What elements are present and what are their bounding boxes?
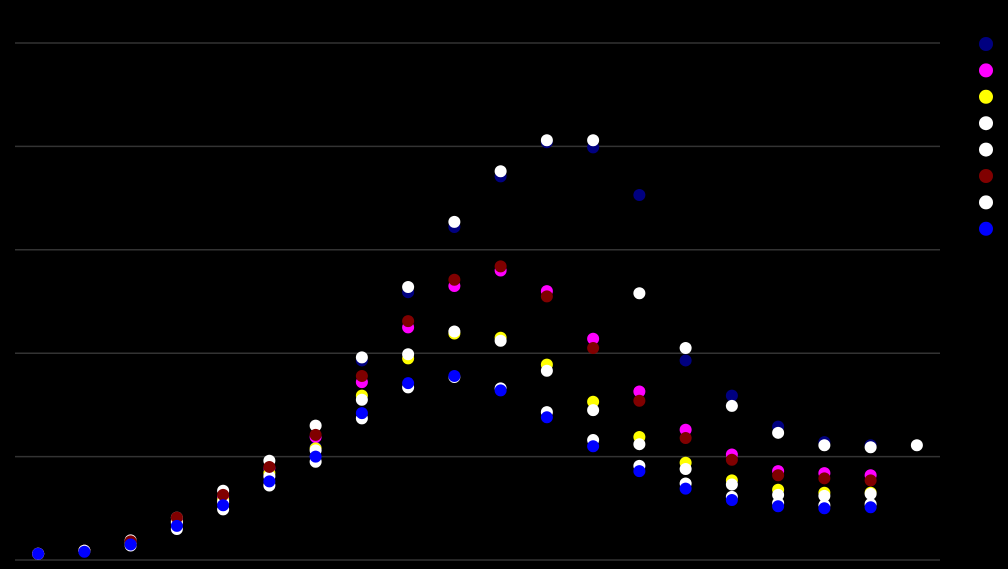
point [587,134,600,147]
point [633,438,646,451]
point [633,287,646,300]
point [402,315,415,328]
point [540,364,553,377]
point [448,273,461,286]
legend-marker [979,89,993,104]
point [633,385,646,398]
legend-marker [979,195,993,210]
point [402,377,415,390]
point [217,499,230,512]
point [355,407,368,420]
point [263,475,276,488]
point [78,545,91,558]
legend-marker [979,221,993,236]
point [725,494,738,507]
legend-marker [979,169,993,183]
point [910,439,923,452]
point [587,342,600,355]
point [818,489,831,502]
point [402,281,415,294]
point [355,393,368,406]
legend-marker [979,116,993,131]
point [494,334,507,347]
point [587,395,600,408]
point [124,538,137,551]
point [32,547,45,560]
point [772,426,785,439]
point [540,134,553,147]
point [309,450,322,463]
point [864,474,877,487]
point [633,394,646,407]
point [818,472,831,485]
legend-marker [979,63,993,78]
point [679,354,692,367]
point [725,389,738,402]
point [864,501,877,514]
point [864,441,877,454]
point [309,419,322,432]
point [633,188,646,201]
point [217,488,230,501]
legend-marker [979,37,993,51]
point [448,215,461,228]
point [355,351,368,364]
point [170,511,183,524]
point [679,342,692,355]
point [725,478,738,491]
point [633,465,646,478]
point [725,399,738,412]
point [587,440,600,453]
point [818,439,831,452]
point [494,384,507,397]
point [679,423,692,436]
point [587,332,600,345]
point [355,369,368,382]
point [494,260,507,273]
point [818,502,831,515]
legend-marker [979,142,993,157]
point [864,487,877,500]
point [170,519,183,532]
point [402,348,415,361]
point [494,165,507,178]
point [309,428,322,441]
point [772,469,785,482]
point [448,325,461,338]
point [540,290,553,303]
point [679,463,692,476]
point [772,500,785,513]
point [679,482,692,495]
point [679,431,692,444]
point [772,488,785,501]
point [263,460,276,473]
point [540,411,553,424]
point [587,404,600,417]
point [448,369,461,382]
point [725,453,738,466]
